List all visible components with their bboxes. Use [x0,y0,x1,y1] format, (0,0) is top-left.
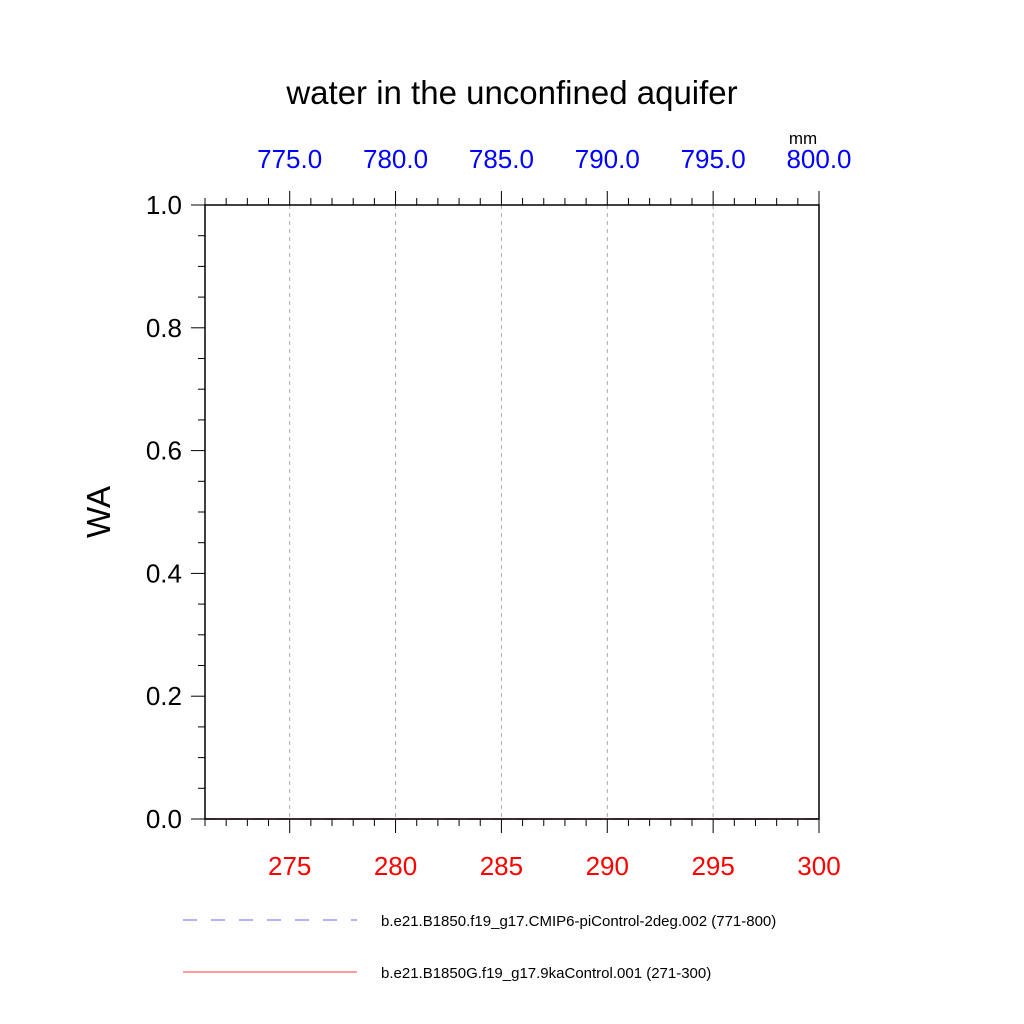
x-tick-label-top: 775.0 [257,144,322,174]
x-tick-label-top: 800.0 [786,144,851,174]
x-tick-label-bottom: 300 [797,851,840,881]
x-tick-label-top: 785.0 [469,144,534,174]
y-axis-label: WA [80,486,117,538]
y-tick-label: 0.0 [146,804,182,834]
x-tick-label-bottom: 290 [586,851,629,881]
x-tick-label-bottom: 280 [374,851,417,881]
y-tick-label: 0.2 [146,681,182,711]
legend-label: b.e21.B1850G.f19_g17.9kaControl.001 (271… [381,965,711,982]
x-tick-label-top: 795.0 [681,144,746,174]
x-tick-label-top: 780.0 [363,144,428,174]
x-tick-label-bottom: 275 [268,851,311,881]
y-tick-label: 0.4 [146,558,182,588]
y-tick-label: 0.6 [146,436,182,466]
y-tick-label: 1.0 [146,190,182,220]
x-tick-label-top: 790.0 [575,144,640,174]
y-tick-label: 0.8 [146,313,182,343]
x-tick-label-bottom: 295 [691,851,734,881]
plot-frame [204,204,820,820]
x-tick-label-bottom: 285 [480,851,523,881]
top-axis-units: mm [789,129,817,148]
chart-title: water in the unconfined aquifer [285,74,737,111]
legend-label: b.e21.B1850.f19_g17.CMIP6-piControl-2deg… [381,913,776,930]
